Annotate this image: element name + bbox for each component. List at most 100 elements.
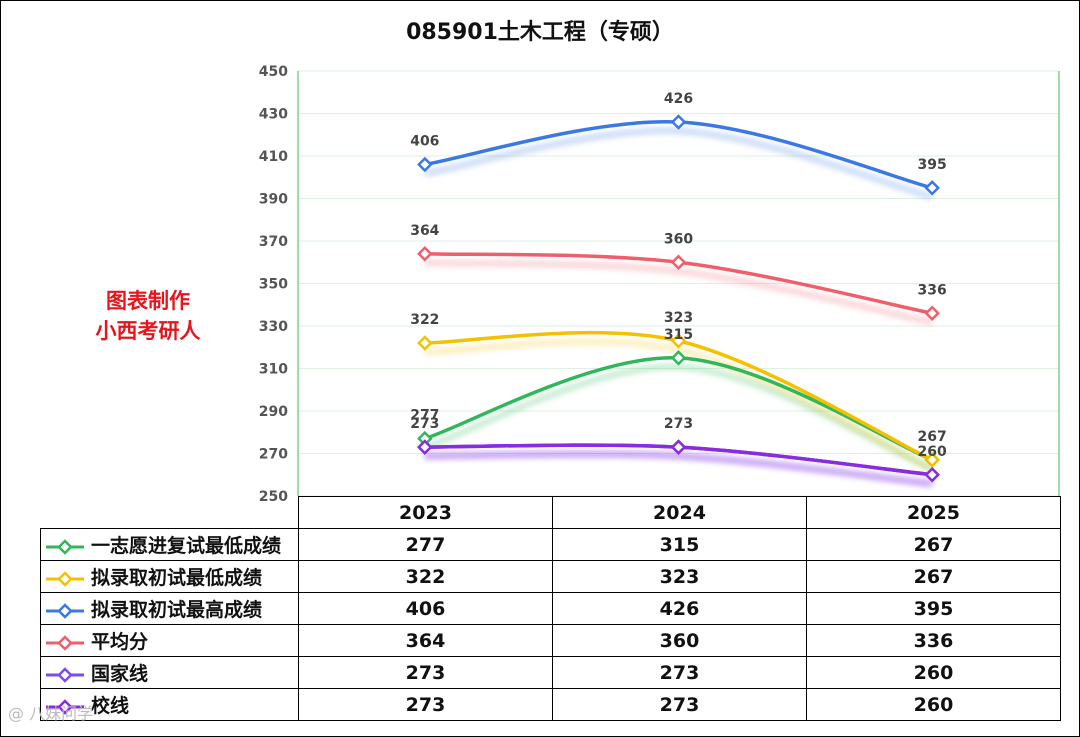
legend-entry: 校线: [40, 688, 299, 721]
legend-key-icon: [46, 634, 84, 651]
legend-key-marker: [57, 538, 73, 555]
legend-key-icon: [46, 666, 84, 683]
table-cell: 267: [806, 560, 1061, 593]
category-header: 2025: [806, 496, 1061, 529]
table-cell: 336: [806, 624, 1061, 657]
y-tick-label: 410: [259, 149, 288, 165]
data-point-marker: [924, 305, 940, 322]
data-label: 360: [664, 231, 693, 247]
series-shadow: [424, 338, 934, 472]
legend-entry: 国家线: [40, 656, 299, 689]
data-point-marker: [924, 452, 940, 468]
legend-key-marker: [57, 698, 73, 715]
series-name: 校线: [91, 695, 130, 717]
table-cell: 277: [298, 528, 553, 561]
data-label: 336: [918, 282, 947, 298]
y-tick-label: 290: [259, 404, 288, 420]
table-corner: [40, 496, 299, 529]
chart-title: 085901土木工程（专硕）: [406, 20, 674, 45]
legend-key-marker: [57, 602, 73, 619]
data-point-marker: [670, 439, 687, 455]
table-row: 国家线 273 273 260: [40, 656, 1061, 689]
table-row: 一志愿进复试最低成绩 277 315 267: [40, 528, 1061, 561]
table-cell: 273: [298, 656, 553, 689]
data-label: 406: [410, 134, 439, 150]
series-name: 一志愿进复试最低成绩: [91, 535, 282, 557]
category-header: 2024: [552, 496, 807, 529]
data-point-marker: [670, 254, 687, 271]
data-label: 273: [410, 416, 439, 432]
y-tick-label: 370: [259, 234, 288, 250]
data-point-marker: [670, 114, 687, 130]
table-cell: 315: [552, 528, 807, 561]
table-cell: 426: [552, 592, 807, 625]
series-shadow: [424, 451, 933, 487]
table-row: 拟录取初试最高成绩 406 426 395: [40, 592, 1061, 625]
data-point-marker: [670, 333, 687, 349]
legend-key-icon: [46, 538, 84, 555]
table-cell: 364: [298, 624, 553, 657]
series-name: 拟录取初试最低成绩: [91, 567, 263, 589]
table-cell: 360: [552, 624, 807, 657]
watermark-line-2: 小西考研人: [95, 319, 201, 343]
line-shadows: [423, 127, 934, 487]
watermark-line-1: 图表制作: [106, 289, 190, 313]
data-label: 322: [410, 312, 439, 328]
legend-entry: 拟录取初试最高成绩: [40, 592, 299, 625]
legend-key-icon: [46, 698, 84, 715]
watermark: 图表制作 小西考研人: [78, 286, 218, 346]
table-cell: 273: [552, 656, 807, 689]
series-shadow: [424, 127, 933, 200]
data-point-marker: [670, 350, 687, 366]
data-label: 426: [664, 91, 693, 107]
table-cell: 260: [806, 656, 1061, 689]
series-name: 平均分: [91, 631, 149, 653]
table-cell: 406: [298, 592, 553, 625]
legend-entry: 平均分: [40, 624, 299, 657]
table-row: 平均分 364 360 336: [40, 624, 1061, 657]
legend-key-icon: [46, 570, 84, 587]
series-lines: [417, 114, 940, 483]
y-tick-label: 390: [259, 192, 288, 208]
legend-key-icon: [46, 602, 84, 619]
series-name: 拟录取初试最高成绩: [91, 599, 263, 621]
y-tick-label: 350: [259, 277, 288, 293]
data-label: 277: [410, 408, 439, 424]
y-tick-label: 310: [259, 362, 288, 378]
series-shadow: [424, 259, 933, 326]
data-point-marker: [417, 245, 433, 262]
data-label: 364: [410, 223, 439, 239]
data-label: 273: [664, 416, 693, 432]
table-row: 校线 273 273 260: [40, 688, 1061, 721]
footer-watermark: @ 八妹问学: [8, 704, 94, 723]
data-point-marker: [417, 335, 433, 351]
table-header-row: 2023 2024 2025: [40, 496, 1061, 529]
data-labels: 277 315 267 322 323 406 426 395 364 360 336 273 273 2…: [410, 91, 947, 460]
table-cell: 395: [806, 592, 1061, 625]
data-point-marker: [417, 439, 433, 455]
table-cell: 260: [806, 688, 1061, 721]
legend-entry: 一志愿进复试最低成绩: [40, 528, 299, 561]
data-label: 267: [918, 429, 947, 445]
data-point-marker: [924, 180, 940, 196]
data-label: 323: [664, 310, 693, 326]
table-cell: 273: [552, 688, 807, 721]
series-name: 国家线: [91, 663, 149, 685]
data-label: 260: [918, 444, 947, 460]
legend-key-marker: [57, 666, 73, 683]
table-cell: 323: [552, 560, 807, 593]
y-tick-label: 430: [259, 107, 288, 123]
table-cell: 273: [298, 688, 553, 721]
category-header: 2023: [298, 496, 553, 529]
data-point-marker: [417, 156, 433, 173]
data-label: 315: [664, 327, 693, 343]
table-row: 拟录取初试最低成绩 322 323 267: [40, 560, 1061, 593]
data-point-marker: [924, 466, 940, 483]
data-table: 2023 2024 2025 一志愿进复试最低成绩 277 315 267 拟录…: [40, 496, 1061, 721]
table-cell: 322: [298, 560, 553, 593]
legend-key-marker: [57, 570, 73, 587]
data-label: 395: [918, 157, 947, 173]
legend-entry: 拟录取初试最低成绩: [40, 560, 299, 593]
y-tick-label: 450: [259, 64, 288, 80]
